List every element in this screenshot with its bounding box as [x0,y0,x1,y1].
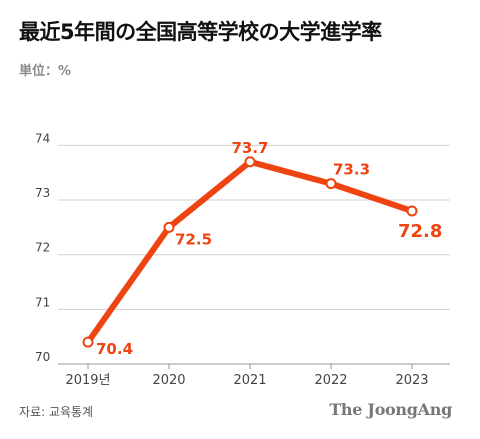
data-label: 73.3 [333,161,370,179]
data-label-layer: 70.4 72.5 73.7 73.3 72.8 [96,139,442,358]
x-tick-label: 2023 [395,373,428,388]
data-label: 72.5 [175,230,212,248]
x-tick-label: 2022 [314,373,347,388]
publisher-logo: The JoongAng [329,400,452,419]
y-tick-label: 74 [35,131,50,145]
tick-layer: 70 71 72 73 74 2019년 2020 2021 2022 2023 [35,131,429,388]
x-tick-label: 2020 [152,373,185,388]
y-tick-label: 72 [35,241,50,255]
series-layer [82,156,418,348]
y-tick-label: 70 [35,350,50,364]
data-point [244,156,256,168]
data-label: 72.8 [398,221,442,242]
data-point [163,221,175,233]
y-tick-label: 71 [35,295,50,309]
data-point [82,336,94,348]
unit-label: 単位：% [19,64,72,79]
data-point [325,178,337,190]
source-note: 자료: 교육통계 [19,405,94,419]
data-label: 73.7 [231,139,268,157]
data-label: 70.4 [96,340,133,358]
data-point [406,205,418,217]
grid-layer [58,144,450,365]
y-tick-label: 73 [35,186,50,200]
series-line [85,158,415,346]
x-tick-label: 2021 [233,373,266,388]
chart-title: 最近5年間の全国高等学校の大学進学率 [19,20,382,44]
x-tick-label: 2019년 [65,373,110,388]
